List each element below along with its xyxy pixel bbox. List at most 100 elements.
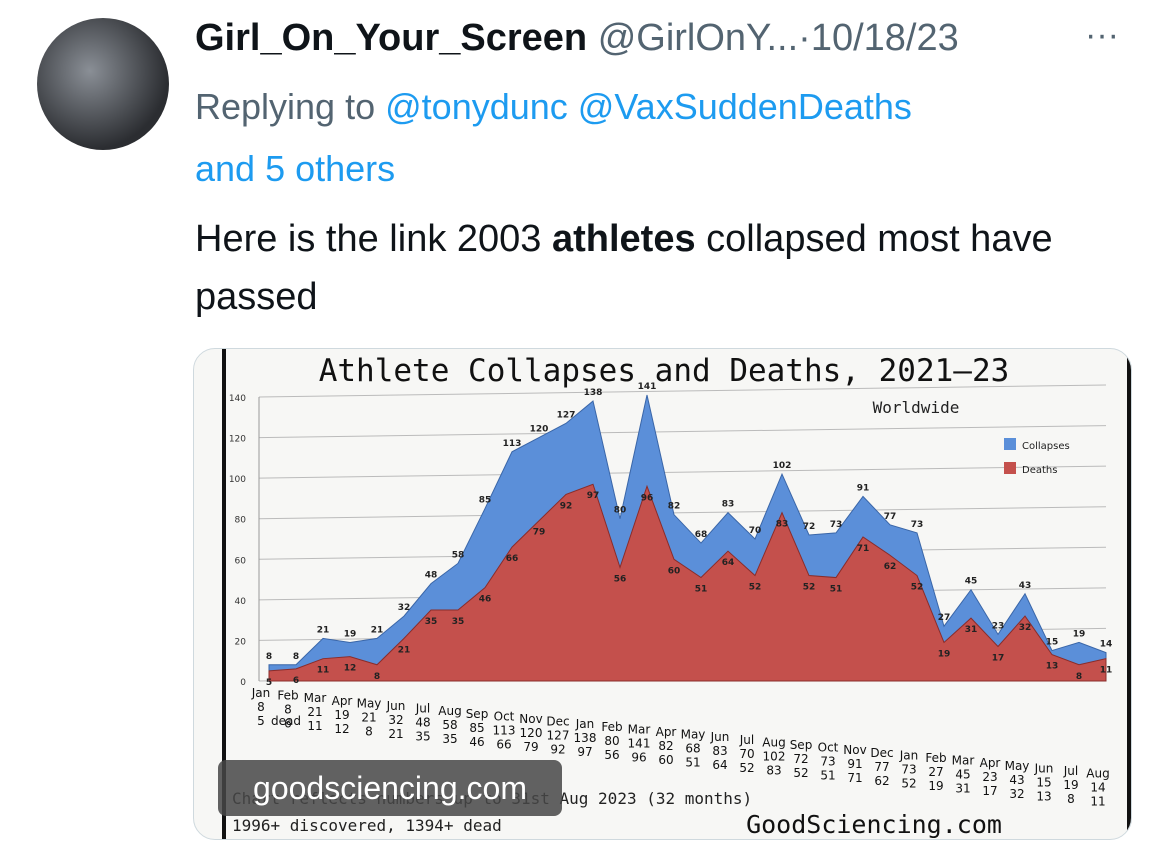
avatar[interactable] xyxy=(37,18,169,150)
legend-swatch xyxy=(1004,462,1016,474)
table-value: 5 xyxy=(257,714,265,728)
table-value: 71 xyxy=(847,771,862,785)
date[interactable]: 10/18/23 xyxy=(810,17,959,59)
table-value: 127 xyxy=(547,729,570,743)
data-label: 21 xyxy=(317,625,330,635)
x-tick-label: Aug xyxy=(438,704,461,718)
data-label: 8 xyxy=(1076,672,1082,682)
x-tick-label: Jun xyxy=(1034,761,1054,775)
table-value: 19 xyxy=(1063,778,1078,792)
media[interactable]: Athlete Collapses and Deaths, 2021—23 Wo… xyxy=(193,348,1132,840)
x-tick-label: Jun xyxy=(710,730,730,744)
table-value: 11 xyxy=(307,719,322,733)
x-tick-label: Jul xyxy=(415,702,430,716)
x-tick-label: Aug xyxy=(1086,767,1109,781)
table-value: 35 xyxy=(415,730,430,744)
table-value: 8 xyxy=(284,703,292,717)
table-value: 73 xyxy=(901,762,916,776)
table-value: 138 xyxy=(574,731,597,745)
data-label: 32 xyxy=(398,603,411,613)
data-label: 15 xyxy=(1046,638,1059,648)
data-label: 5 xyxy=(266,678,272,688)
handle[interactable]: @GirlOnY... xyxy=(597,17,799,59)
table-value: 64 xyxy=(712,758,727,772)
data-label: 73 xyxy=(830,520,843,530)
table-value: 46 xyxy=(469,735,484,749)
table-value: 62 xyxy=(874,774,889,788)
table-value: 92 xyxy=(550,743,565,757)
reply-info: Replying to @tonydunc @VaxSuddenDeaths a… xyxy=(195,76,1095,200)
replying-to: Replying to xyxy=(195,86,376,127)
data-label: 35 xyxy=(425,617,438,627)
data-label: 21 xyxy=(371,625,384,635)
data-label: 52 xyxy=(803,583,816,593)
others-link[interactable]: and 5 others xyxy=(195,148,396,189)
data-label: 72 xyxy=(803,522,816,532)
x-tick-label: Dec xyxy=(870,746,893,760)
data-label: 31 xyxy=(965,625,978,635)
mention[interactable]: @tonydunc xyxy=(385,86,568,127)
table-value: 79 xyxy=(523,740,538,754)
table-value: 82 xyxy=(658,739,673,753)
bold-text: athletes xyxy=(551,218,696,260)
table-value: 43 xyxy=(1009,773,1024,787)
table-value: 35 xyxy=(442,732,457,746)
grid-line xyxy=(258,425,1107,439)
data-label: 138 xyxy=(584,388,603,398)
data-label: 83 xyxy=(722,500,735,510)
dead-label: dead xyxy=(271,714,301,728)
grid-line xyxy=(258,384,1107,398)
y-tick-label: 60 xyxy=(235,556,247,566)
text: Here is the link 2003 xyxy=(195,218,552,260)
display-name[interactable]: Girl_On_Your_Screen xyxy=(195,17,588,59)
data-label: 77 xyxy=(884,512,897,522)
data-label: 91 xyxy=(857,483,870,493)
table-value: 56 xyxy=(604,748,619,762)
x-tick-label: Jul xyxy=(739,733,754,747)
table-value: 80 xyxy=(604,734,619,748)
data-label: 80 xyxy=(614,506,627,516)
table-value: 52 xyxy=(901,776,916,790)
mention[interactable]: @VaxSuddenDeaths xyxy=(577,86,912,127)
table-value: 68 xyxy=(685,742,700,756)
table-value: 51 xyxy=(820,769,835,783)
x-tick-label: Apr xyxy=(980,756,1001,770)
data-label: 56 xyxy=(614,574,627,584)
data-label: 23 xyxy=(992,621,1005,631)
data-label: 62 xyxy=(884,562,897,572)
table-value: 8 xyxy=(1067,792,1075,806)
table-value: 21 xyxy=(361,710,376,724)
grid-line xyxy=(258,465,1107,479)
x-tick-label: May xyxy=(1005,759,1030,773)
x-tick-label: Mar xyxy=(628,722,651,736)
table-value: 45 xyxy=(955,768,970,782)
chart-title: Athlete Collapses and Deaths, 2021—23 xyxy=(319,353,1010,389)
data-label: 13 xyxy=(1046,662,1059,672)
table-value: 21 xyxy=(307,705,322,719)
data-label: 8 xyxy=(374,672,380,682)
x-tick-label: Nov xyxy=(843,743,866,757)
data-label: 73 xyxy=(911,520,924,530)
data-label: 6 xyxy=(293,676,299,686)
data-label: 8 xyxy=(266,652,272,662)
data-label: 48 xyxy=(425,571,438,581)
table-value: 27 xyxy=(928,765,943,779)
data-label: 52 xyxy=(749,583,762,593)
table-value: 85 xyxy=(469,721,484,735)
table-value: 70 xyxy=(739,747,754,761)
more-button[interactable]: ··· xyxy=(1085,16,1119,54)
data-label: 11 xyxy=(1100,666,1113,676)
table-value: 8 xyxy=(257,700,265,714)
x-tick-label: Feb xyxy=(277,689,298,703)
table-value: 12 xyxy=(334,722,349,736)
table-value: 21 xyxy=(388,727,403,741)
data-label: 8 xyxy=(293,652,299,662)
data-label: 85 xyxy=(479,496,492,506)
separator: · xyxy=(798,17,811,59)
x-tick-label: Jan xyxy=(251,686,271,700)
x-tick-label: Jan xyxy=(575,717,595,731)
x-tick-label: Mar xyxy=(304,691,327,705)
table-value: 8 xyxy=(365,724,373,738)
data-label: 60 xyxy=(668,566,681,576)
